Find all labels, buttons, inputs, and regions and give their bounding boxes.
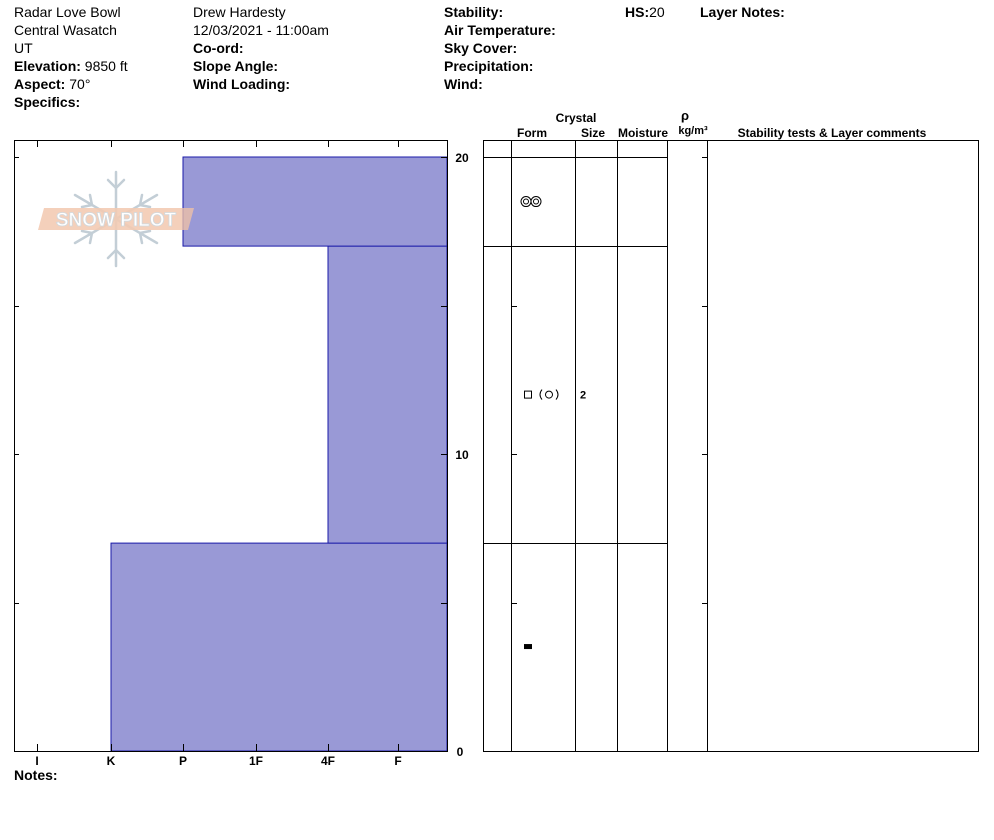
y-tick-labels: 20 10 0 xyxy=(455,151,469,759)
x-tick-label-k: K xyxy=(107,754,116,768)
hardness-plot-frame xyxy=(14,140,448,752)
aspect-label: Aspect: xyxy=(14,76,66,92)
snowpilot-logo-text: SNOW PILOT xyxy=(56,210,177,231)
layer-notes-label: Layer Notes: xyxy=(700,4,785,20)
state: UT xyxy=(14,40,33,56)
precipitation-label: Precipitation: xyxy=(444,58,534,74)
grain-form-icon xyxy=(524,389,559,400)
snowpilot-logo: SNOW PILOT xyxy=(38,170,194,268)
observer-name: Drew Hardesty xyxy=(193,4,286,20)
hardness-ticks xyxy=(14,140,447,752)
aspect-row: Aspect: 70° xyxy=(14,75,90,93)
x-tick-label-f: F xyxy=(394,754,401,768)
air-temperature-label: Air Temperature: xyxy=(444,22,556,38)
elevation-value: 9850 ft xyxy=(84,58,128,74)
hardness-bar xyxy=(327,245,448,544)
ring-outer xyxy=(520,196,532,208)
hs-label: HS: xyxy=(625,4,650,20)
density-rho-header: ρ xyxy=(681,108,689,123)
wind-loading-label: Wind Loading: xyxy=(193,76,291,92)
grain-size-value: 2 xyxy=(580,390,586,402)
square-shape xyxy=(524,390,532,399)
notes-label: Notes: xyxy=(14,767,58,783)
y-tick-label-0: 0 xyxy=(457,745,464,759)
stability-label: Stability: xyxy=(444,4,504,20)
x-tick-label-i: I xyxy=(35,754,38,768)
moisture-header: Moisture xyxy=(618,126,668,140)
coord-label: Co-ord: xyxy=(193,40,244,56)
y-tick-label-10: 10 xyxy=(455,448,469,462)
aspect-value: 70° xyxy=(69,76,91,92)
hardness-bar xyxy=(110,542,448,752)
x-tick-label-1f: 1F xyxy=(249,754,263,768)
x-tick-label-p: P xyxy=(179,754,187,768)
y-tick-label-20: 20 xyxy=(455,151,469,165)
ring-inner xyxy=(533,198,539,205)
table-ticks xyxy=(511,157,707,752)
comments-header: Stability tests & Layer comments xyxy=(738,126,927,140)
ring-outer xyxy=(530,196,542,208)
density-unit-header: kg/m³ xyxy=(678,125,708,137)
crystal-header: Crystal xyxy=(556,111,597,125)
x-tick-label-4f: 4F xyxy=(321,754,335,768)
site-name: Radar Love Bowl xyxy=(14,4,121,20)
sky-cover-label: Sky Cover: xyxy=(444,40,518,56)
paren-right xyxy=(555,389,559,400)
elevation-row: Elevation: 9850 ft xyxy=(14,57,128,75)
hardness-bar xyxy=(182,156,448,247)
grain-form-icon xyxy=(524,644,532,650)
ring-inner xyxy=(523,198,529,205)
wind-label: Wind: xyxy=(444,76,483,92)
hs-row: HS:20 xyxy=(625,3,665,21)
hardness-bars xyxy=(110,156,448,752)
grain-form-icon xyxy=(520,196,542,208)
hs-value: 20 xyxy=(649,4,665,20)
circle-shape xyxy=(545,390,553,399)
layer-table-frame xyxy=(483,140,979,752)
slope-angle-label: Slope Angle: xyxy=(193,58,279,74)
paren-left xyxy=(539,389,543,400)
mountain-range: Central Wasatch xyxy=(14,22,117,38)
size-header: Size xyxy=(581,126,605,140)
observation-datetime: 12/03/2021 - 11:00am xyxy=(193,22,329,38)
form-header: Form xyxy=(517,126,547,140)
x-tick-labels: I K P 1F 4F F xyxy=(35,754,401,768)
layer-table: 2 xyxy=(483,140,979,752)
specifics-label: Specifics: xyxy=(14,94,81,110)
elevation-label: Elevation: xyxy=(14,58,81,74)
